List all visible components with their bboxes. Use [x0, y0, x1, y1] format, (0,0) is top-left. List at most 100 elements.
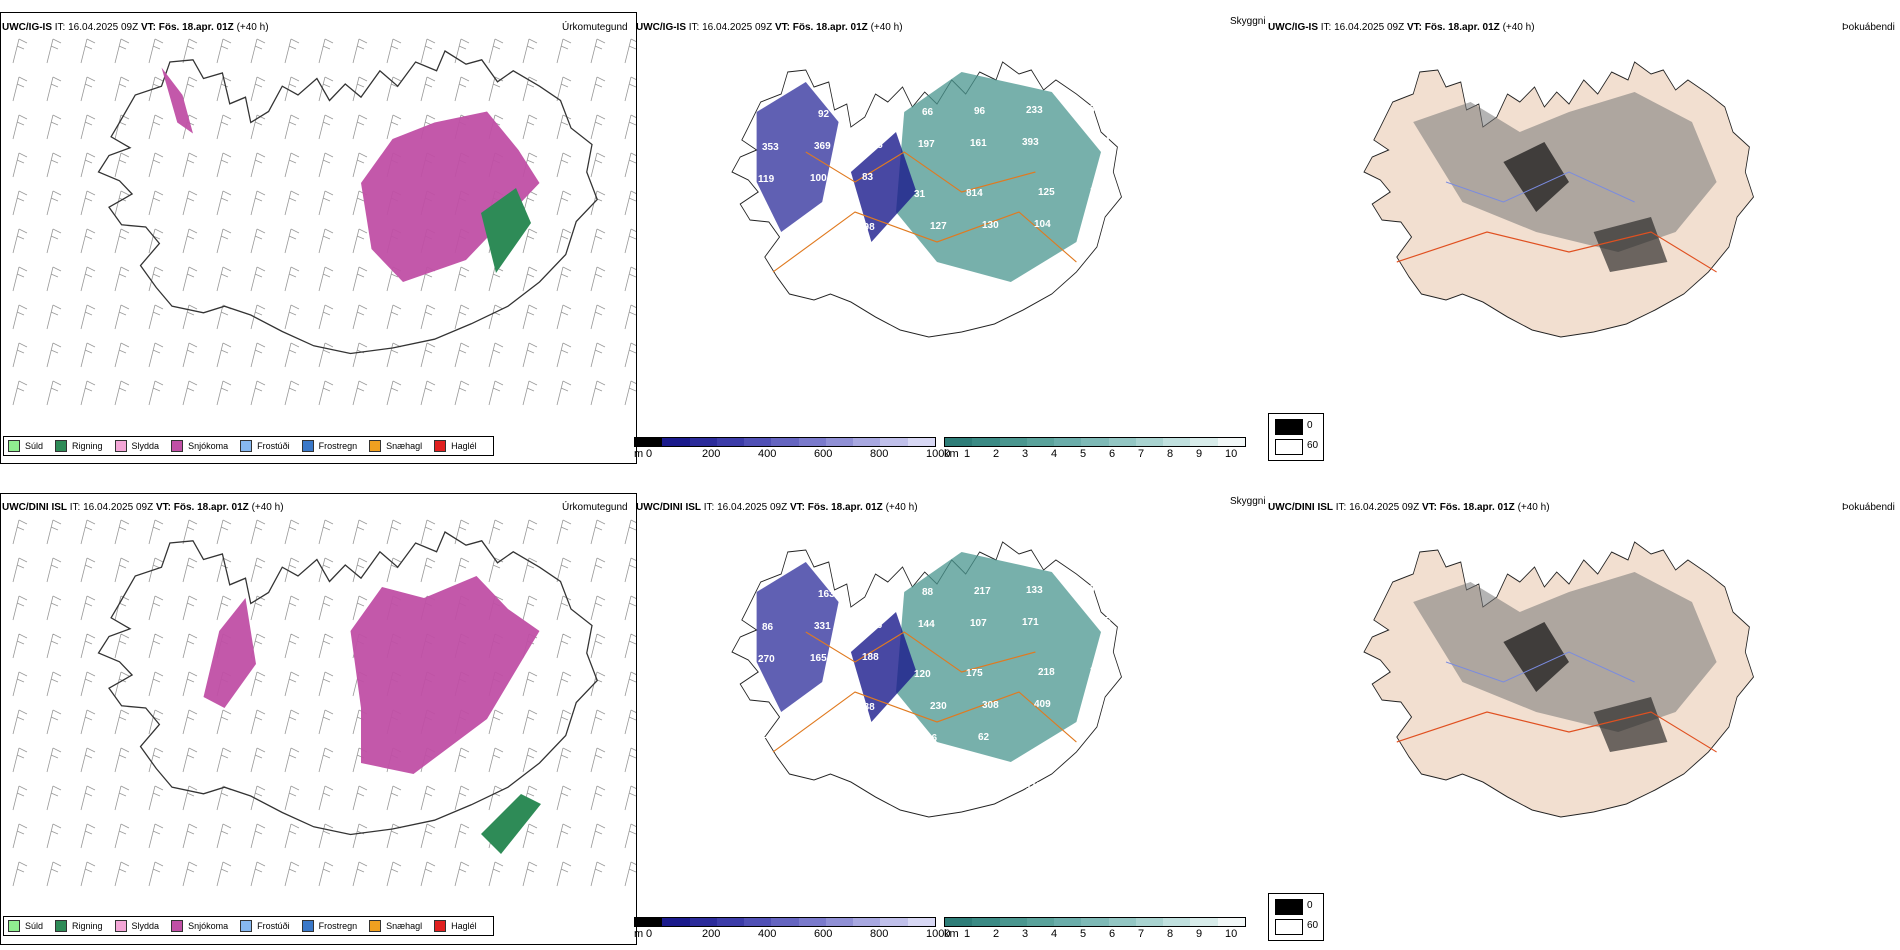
wind-barb [148, 747, 164, 773]
wind-barb [318, 190, 334, 216]
wind-barb [250, 38, 266, 64]
visibility-value-label: 116 [866, 620, 883, 631]
wind-barb [488, 861, 504, 887]
visibility-value-label: 308 [982, 700, 999, 711]
wind-barb [80, 152, 96, 178]
wind-barb [12, 228, 28, 254]
wind-barb [284, 633, 300, 659]
wind-barb [318, 747, 334, 773]
colorbar-cell [972, 918, 1000, 926]
wind-barb [148, 114, 164, 140]
fog-area [1413, 92, 1717, 252]
wind-barb [114, 38, 130, 64]
visibility-colorbar-top: m 0 200 400 600 800 1000 km 1 2 3 4 5 6 7 8 9 10 [634, 437, 1274, 461]
visibility-panel-bottom: 198 163 90 88 217 133 129 134 86 331 116 144 107 171 1… [636, 510, 1266, 940]
wind-barb [590, 304, 606, 330]
wind-barb [556, 861, 572, 887]
colorbar-tick: 7 [1138, 448, 1145, 460]
visibility-value-label: 86 [762, 622, 774, 633]
colorbar-cell [771, 438, 799, 446]
wind-barb [46, 671, 62, 697]
colorbar-cell [635, 438, 663, 446]
wind-barb [284, 823, 300, 849]
fog-map-bottom [1363, 541, 1754, 818]
colorbar-tick: 8 [1167, 928, 1174, 940]
colorbar-cell [1135, 438, 1164, 446]
colorbar-cell [716, 438, 745, 446]
wind-barb [12, 38, 28, 64]
visibility-colorbar-bottom: m 0 200 400 600 800 1000 km 1 2 3 4 5 6 7 8 9 10 [634, 917, 1274, 941]
visibility-value-label: 409 [1034, 699, 1051, 710]
wind-barb [148, 595, 164, 621]
coastline [97, 50, 598, 355]
wind-barb [148, 671, 164, 697]
visibility-value-label: 128 [1078, 104, 1095, 115]
wind-barb [624, 304, 636, 330]
wind-barb [284, 114, 300, 140]
very-low-visibility-area [756, 562, 839, 712]
visibility-value-label: 161 [974, 782, 991, 793]
colorbar-cell [907, 918, 935, 926]
wind-barb [590, 380, 606, 406]
wind-barb [624, 266, 636, 292]
wind-barb [250, 671, 266, 697]
legend-swatch [114, 440, 127, 452]
wind-barb [590, 38, 606, 64]
visibility-value-label: 369 [814, 141, 831, 152]
wind-barb [624, 633, 636, 659]
colorbar-cell [1081, 918, 1109, 926]
colorbar-tick: 3 [1022, 448, 1029, 460]
wind-barb [624, 595, 636, 621]
wind-barb [250, 342, 266, 368]
wind-barb [556, 38, 572, 64]
colorbar-cell [1217, 438, 1245, 446]
colorbar-cell [798, 918, 826, 926]
visibility-value-label: 188 [862, 652, 879, 663]
wind-barb [80, 76, 96, 102]
wind-barb [284, 380, 300, 406]
wind-barb [522, 861, 538, 887]
wind-barb [522, 38, 538, 64]
visibility-value-label: 357 [1086, 218, 1103, 229]
wind-barb [46, 633, 62, 659]
wind-barb [182, 266, 198, 292]
wind-barb [216, 747, 232, 773]
wind-barb [182, 861, 198, 887]
wind-barb [624, 557, 636, 583]
colorbar-cell [880, 918, 908, 926]
legend-label: Slydda [131, 441, 160, 451]
visibility-value-label: 129 [1078, 584, 1095, 595]
visibility-value-label: 66 [922, 107, 934, 118]
colorbar-cell [853, 438, 881, 446]
colorbar-cell [662, 918, 690, 926]
wind-barb [318, 709, 334, 735]
wind-barb [148, 266, 164, 292]
wind-barb [420, 519, 436, 545]
legend-swatch [171, 920, 184, 932]
legend-item: Snjókoma [171, 440, 228, 452]
wind-barb [250, 747, 266, 773]
wind-barb [318, 823, 334, 849]
legend-label: Rigning [72, 921, 103, 931]
wind-barb [284, 861, 300, 887]
colorbar-cell [825, 918, 854, 926]
visibility-value-label: 230 [930, 701, 947, 712]
wind-barb [216, 595, 232, 621]
visibility-value-label: 217 [974, 586, 991, 597]
visibility-value-label: 509 [754, 704, 771, 715]
wind-barb [148, 519, 164, 545]
wind-barb [216, 76, 232, 102]
wind-barb [12, 709, 28, 735]
visibility-value-label: 314 [1086, 698, 1103, 709]
colorbar-tick: 5 [1080, 928, 1087, 940]
wind-barb [148, 785, 164, 811]
visibility-value-label: 90 [870, 588, 882, 599]
colorbar-cell [999, 438, 1027, 446]
wind-barb [250, 76, 266, 102]
colorbar-cell [1054, 438, 1082, 446]
wind-barb [352, 304, 368, 330]
wind-barb [250, 557, 266, 583]
wind-barb [216, 861, 232, 887]
legend-item: Snæhagl [369, 920, 422, 932]
visibility-value-label: 130 [982, 220, 999, 231]
